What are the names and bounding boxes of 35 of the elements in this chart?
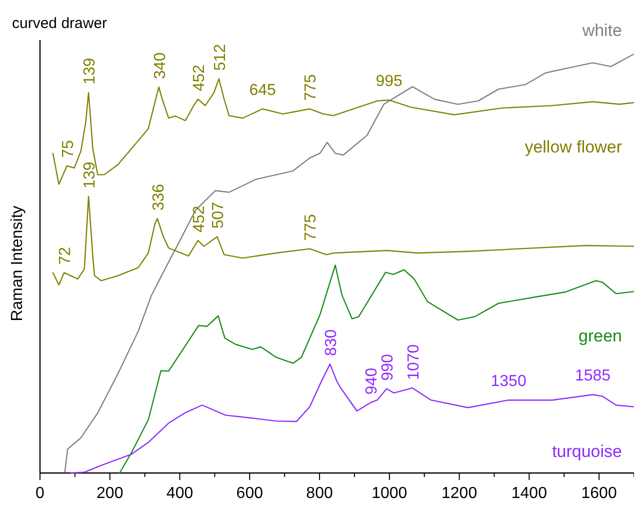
chart-title: curved drawer bbox=[12, 15, 108, 32]
annotation: 507 bbox=[210, 202, 228, 229]
annotation: 775 bbox=[302, 74, 320, 101]
x-tick-label: 1600 bbox=[581, 485, 617, 502]
annotation: 645 bbox=[249, 82, 276, 99]
annotation: 75 bbox=[60, 140, 77, 158]
annotation: 1350 bbox=[490, 373, 526, 390]
x-tick-label: 200 bbox=[96, 485, 124, 502]
x-tick-label: 1400 bbox=[511, 485, 548, 502]
annotation: 830 bbox=[323, 329, 340, 356]
annotation: 1070 bbox=[405, 344, 422, 380]
x-tick-label: 1200 bbox=[441, 485, 478, 502]
annotation: 995 bbox=[376, 73, 403, 90]
x-tick-label: 1000 bbox=[372, 485, 408, 502]
annotation: 512 bbox=[212, 44, 229, 71]
annotation: 139 bbox=[82, 162, 99, 188]
annotation: 452 bbox=[190, 206, 208, 232]
annotation: 990 bbox=[380, 354, 397, 381]
annotation: 940 bbox=[364, 368, 381, 395]
series-label: green bbox=[578, 326, 622, 346]
x-tick-label: 400 bbox=[166, 485, 194, 502]
annotation: 336 bbox=[150, 184, 168, 211]
series-label: white bbox=[581, 21, 622, 40]
text: turquoise bbox=[552, 442, 622, 461]
annotation: 452 bbox=[190, 64, 208, 92]
x-tick-label: 800 bbox=[306, 485, 333, 502]
annotation: 1585 bbox=[574, 368, 611, 385]
x-tick-label: 600 bbox=[236, 485, 264, 502]
annotation: 139 bbox=[82, 58, 99, 85]
annotation: 340 bbox=[152, 52, 169, 80]
annotation: 775 bbox=[302, 214, 320, 241]
annotation: 72 bbox=[57, 246, 74, 265]
series-label: yellow flower bbox=[524, 138, 622, 157]
y-axis-title: Raman Intensity bbox=[9, 206, 26, 322]
x-tick-label: 0 bbox=[36, 485, 45, 502]
